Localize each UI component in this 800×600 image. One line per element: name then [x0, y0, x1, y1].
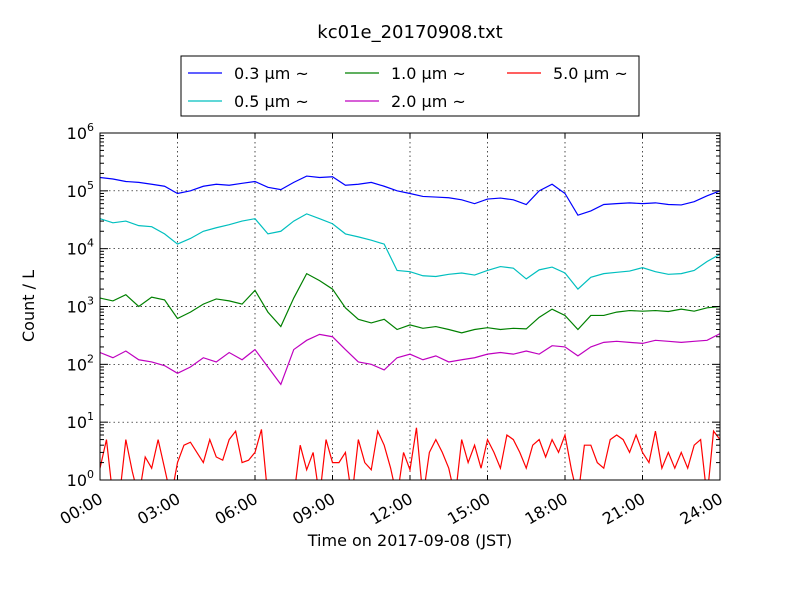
- series-line-4: [100, 333, 720, 386]
- legend-label: 0.5 μm ~: [234, 92, 309, 111]
- x-axis-label: Time on 2017-09-08 (JST): [307, 531, 512, 550]
- y-tick-label: 103: [67, 295, 94, 317]
- series-line-1: [100, 175, 720, 216]
- y-tick-label: 106: [67, 121, 94, 143]
- legend-label: 2.0 μm ~: [391, 92, 466, 111]
- y-tick-label: 100: [67, 468, 94, 490]
- series-line-2: [100, 213, 720, 290]
- legend: 0.3 μm ~ 0.5 μm ~ 1.0 μm ~ 2.0 μm ~ 5.0 μm ~: [180, 55, 640, 117]
- legend-label: 5.0 μm ~: [553, 64, 628, 83]
- y-tick-label: 101: [67, 410, 94, 432]
- grid: [100, 133, 720, 480]
- legend-label: 0.3 μm ~: [234, 64, 309, 83]
- y-tick-label: 102: [67, 352, 94, 374]
- y-axis-label: Count / L: [19, 270, 38, 342]
- series-line-3: [100, 272, 720, 334]
- legend-label: 1.0 μm ~: [391, 64, 466, 83]
- legend-box: [180, 55, 640, 117]
- series-group: [100, 175, 720, 480]
- chart-title: kc01e_20170908.txt: [317, 22, 502, 43]
- series-line-5: [100, 427, 720, 480]
- y-tick-label: 105: [67, 179, 94, 201]
- y-tick-label: 104: [67, 237, 94, 259]
